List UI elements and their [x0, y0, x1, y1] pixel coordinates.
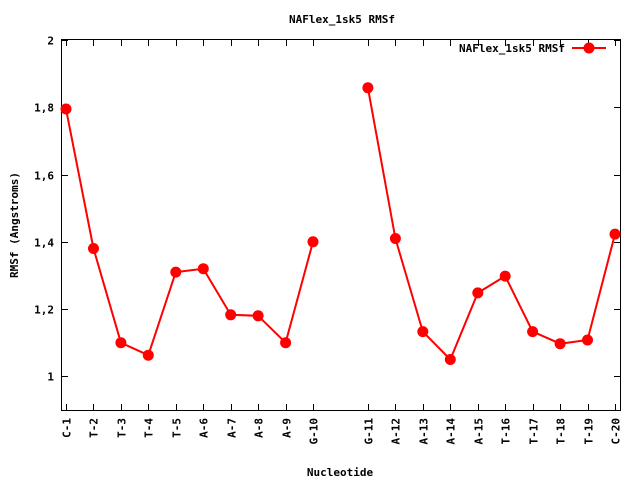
- data-point: [252, 310, 264, 322]
- data-point: [389, 233, 401, 244]
- y-tick-label: 1,6: [34, 170, 54, 183]
- x-tick-label: C-20: [610, 418, 623, 445]
- data-point: [554, 338, 566, 350]
- x-tick-label: T-18: [555, 418, 568, 445]
- y-tick-label: 1: [47, 371, 54, 384]
- x-axis: C-1 T-2 T-3 T-4 T-5 A-6 A-7 A-8 A-9 G-10 G-11 A-12 A…: [61, 40, 623, 445]
- x-tick-label: T-4: [143, 418, 156, 438]
- data-point: [197, 263, 209, 275]
- data-point: [444, 354, 456, 365]
- x-tick-label: T-17: [528, 418, 541, 445]
- y-tick-label: 2: [47, 35, 54, 48]
- data-point: [609, 228, 621, 240]
- data-point: [307, 236, 319, 248]
- legend-marker: [583, 42, 595, 54]
- y-tick-label: 1,4: [34, 237, 54, 250]
- x-tick-label: T-16: [500, 418, 513, 445]
- data-point: [362, 82, 374, 94]
- x-tick-label: T-3: [116, 418, 129, 438]
- data-point: [527, 326, 539, 338]
- x-tick-label: T-19: [583, 418, 596, 445]
- data-point: [60, 103, 72, 115]
- x-tick-label: C-1: [61, 418, 74, 438]
- data-point: [88, 243, 99, 254]
- y-axis-label: RMSf (Angstroms): [8, 172, 21, 278]
- x-axis-label: Nucleotide: [307, 466, 374, 479]
- x-tick-label: A-7: [226, 418, 239, 438]
- x-tick-label: A-9: [281, 418, 294, 438]
- y-axis: 1 1,2 1,4 1,6 1,8 2: [34, 35, 620, 384]
- series-group: [60, 82, 621, 365]
- x-tick-label: A-13: [418, 418, 431, 445]
- legend-label: NAFlex_1sk5 RMSf: [459, 42, 565, 55]
- x-tick-label: A-14: [445, 418, 458, 445]
- x-tick-label: A-6: [198, 418, 211, 438]
- data-point: [280, 337, 292, 349]
- legend: NAFlex_1sk5 RMSf: [459, 42, 606, 55]
- data-point: [417, 326, 429, 338]
- data-point: [472, 287, 484, 299]
- data-point: [499, 270, 511, 282]
- x-tick-label: T-5: [171, 418, 184, 438]
- data-point: [115, 337, 127, 349]
- x-tick-label: G-10: [308, 418, 321, 445]
- data-point: [142, 349, 154, 361]
- data-point: [225, 309, 237, 321]
- chart-title: NAFlex_1sk5 RMSf: [289, 13, 395, 26]
- data-point: [170, 266, 182, 278]
- x-tick-label: G-11: [363, 418, 376, 445]
- y-tick-label: 1,2: [34, 304, 54, 317]
- x-tick-label: A-12: [390, 418, 403, 445]
- series-line: [65, 108, 314, 357]
- y-tick-label: 1,8: [34, 102, 54, 115]
- x-tick-label: T-2: [88, 418, 101, 438]
- x-tick-label: A-8: [253, 418, 266, 438]
- x-tick-label: A-15: [473, 418, 486, 445]
- series-line: [366, 87, 616, 361]
- plot-frame: [61, 39, 621, 411]
- data-point: [582, 334, 593, 346]
